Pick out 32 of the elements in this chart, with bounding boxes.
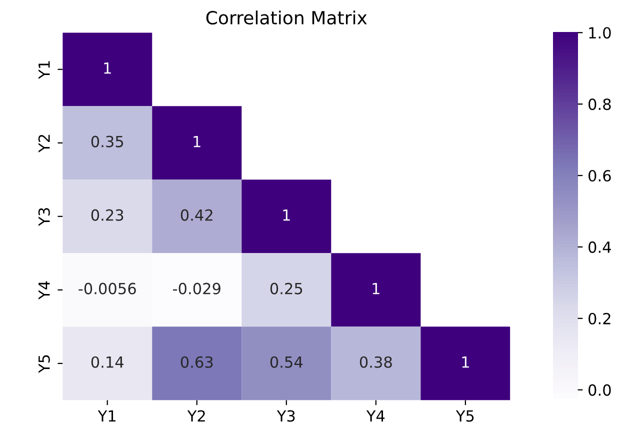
- color-bar-label: 0.2: [588, 312, 610, 324]
- color-bar-label: 0.0: [588, 384, 611, 396]
- data-label: 0.42: [180, 209, 212, 221]
- chart-title: Correlation Matrix: [206, 10, 367, 25]
- data-label: 0.23: [91, 209, 124, 221]
- data-label: 0.25: [270, 282, 302, 294]
- x-tick-label: Y2: [187, 410, 205, 422]
- color-bar-label: 0.6: [588, 170, 611, 182]
- data-label: 1: [194, 136, 200, 148]
- data-label: 1: [283, 209, 290, 221]
- data-label: 1: [104, 62, 111, 74]
- data-label: 0.38: [360, 356, 392, 368]
- color-bar-label: 1.0: [589, 27, 611, 39]
- x-tick-label: Y3: [276, 410, 295, 422]
- x-tick-label: Y4: [366, 410, 385, 422]
- color-bar-label: 0.4: [588, 241, 611, 253]
- y-tick-label: Y2: [38, 134, 50, 152]
- data-label: 1: [462, 356, 469, 368]
- x-tick-label: Y5: [456, 410, 474, 422]
- y-tick-label: Y5: [38, 355, 50, 373]
- data-label: 0.14: [91, 356, 124, 368]
- y-tick-label: Y4: [38, 281, 50, 300]
- data-label: 0.54: [270, 356, 303, 368]
- data-label: 0.63: [180, 356, 213, 368]
- x-tick-label: Y1: [98, 410, 116, 422]
- data-label: -0.029: [173, 282, 220, 294]
- color-bar-label: 0.8: [588, 98, 611, 110]
- data-label: 1: [372, 283, 380, 294]
- y-tick-label: Y3: [38, 208, 50, 226]
- data-label: -0.0056: [78, 282, 136, 294]
- data-label: 0.35: [91, 136, 124, 148]
- y-tick-label: Y1: [38, 61, 50, 79]
